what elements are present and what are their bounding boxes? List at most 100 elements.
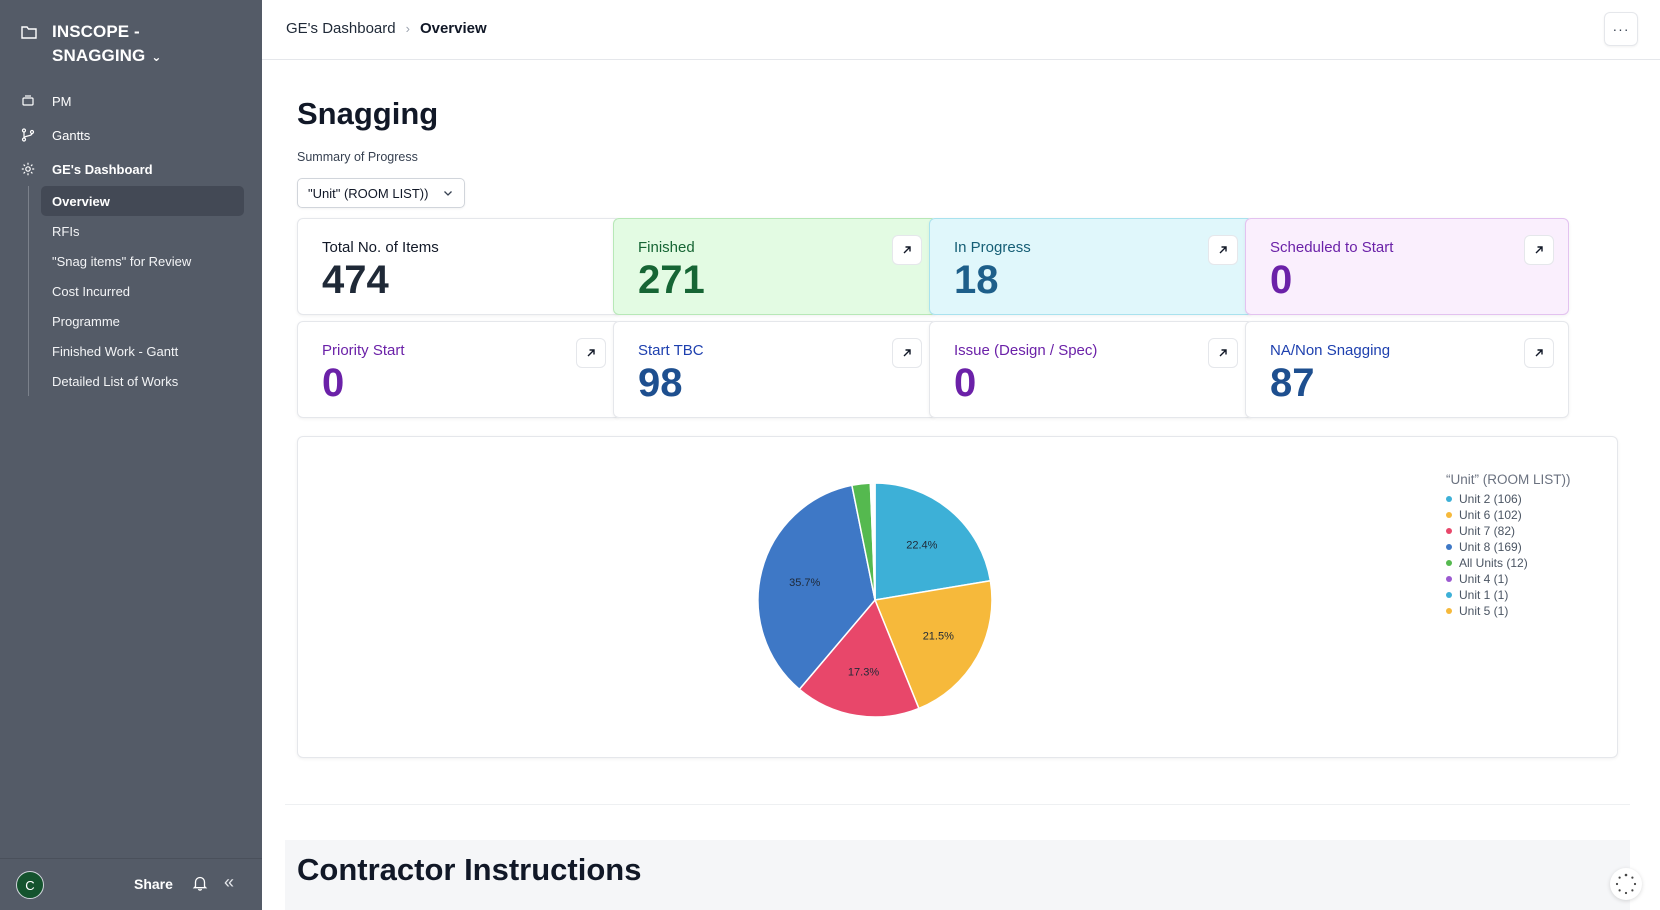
sidebar-item-label: PM (52, 93, 72, 109)
page-title: Snagging (297, 96, 439, 131)
legend-item[interactable]: Unit 6 (102) (1446, 507, 1571, 523)
stat-card-value: 271 (638, 258, 705, 302)
pie-data-label: 22.4% (906, 540, 937, 552)
pie-slice[interactable] (798, 598, 920, 718)
legend-item[interactable]: Unit 1 (1) (1446, 587, 1571, 603)
stat-card: In Progress 18 (929, 218, 1253, 315)
open-arrow-button[interactable] (1524, 338, 1554, 368)
branch-icon (20, 127, 36, 143)
arrow-up-right-icon (1535, 246, 1543, 254)
gear-icon (20, 161, 36, 177)
legend-swatch (1446, 544, 1452, 550)
collapse-sidebar-icon[interactable]: « (224, 872, 235, 892)
legend-label: Unit 6 (102) (1459, 508, 1522, 522)
open-arrow-button[interactable] (892, 235, 922, 265)
chevron-down-icon (444, 191, 452, 196)
section-title: Contractor Instructions (297, 852, 642, 887)
stat-card: Priority Start 0 (297, 321, 621, 418)
chevron-right-icon: › (405, 21, 410, 36)
arrow-up-right-icon (903, 349, 911, 357)
stack-icon (20, 93, 36, 109)
loading-spinner-icon (1610, 868, 1642, 900)
sidebar-item-gantts[interactable]: Gantts (0, 118, 262, 152)
pie-chart: 22.4% 21.5% 17.3% 35.7% (757, 482, 993, 718)
stat-card-value: 18 (954, 258, 999, 302)
stat-card: Start TBC 98 (613, 321, 937, 418)
sidebar-subitem-detailed-list[interactable]: Detailed List of Works (52, 373, 179, 389)
sidebar-subitem-finished-work-gantt[interactable]: Finished Work - Gantt (52, 343, 179, 359)
stat-card: Finished 271 (613, 218, 937, 315)
arrow-up-right-icon (903, 246, 911, 254)
pie-slice[interactable] (757, 484, 876, 691)
bell-icon[interactable] (191, 874, 209, 892)
chevron-down-icon: ⌄ (151, 49, 162, 64)
legend-item[interactable]: Unit 8 (169) (1446, 539, 1571, 555)
legend-label: Unit 4 (1) (1459, 572, 1509, 586)
legend-item[interactable]: Unit 2 (106) (1446, 491, 1571, 507)
legend-label: Unit 5 (1) (1459, 604, 1509, 618)
sidebar-subitem-snag-items-review[interactable]: "Snag items" for Review (52, 253, 192, 269)
workspace-title-line1: INSCOPE - (52, 22, 140, 41)
pie-slice[interactable] (874, 482, 992, 601)
stat-card-value: 474 (322, 258, 389, 302)
stat-card-label: Issue (Design / Spec) (954, 342, 1098, 359)
stat-card-label: Scheduled to Start (1270, 239, 1394, 256)
share-button[interactable]: Share (134, 876, 173, 892)
stat-card-label: Finished (638, 239, 695, 256)
arrow-up-right-icon (1535, 349, 1543, 357)
stat-card-label: NA/Non Snagging (1270, 342, 1391, 359)
legend-swatch (1446, 608, 1452, 614)
legend-item[interactable]: Unit 4 (1) (1446, 571, 1571, 587)
pie-slice[interactable] (872, 482, 876, 601)
arrow-up-right-icon (1219, 246, 1227, 254)
contractor-instructions-section (285, 840, 1630, 910)
topbar: GE's Dashboard › Overview ··· (262, 0, 1660, 60)
legend-title: “Unit” (ROOM LIST)) (1446, 472, 1571, 487)
open-arrow-button[interactable] (892, 338, 922, 368)
stat-card: Total No. of Items 474 (297, 218, 621, 315)
legend-item[interactable]: Unit 7 (82) (1446, 523, 1571, 539)
sidebar-subnav: Overview RFIs "Snag items" for Review Co… (28, 186, 262, 396)
stat-card-value: 98 (638, 361, 683, 405)
open-arrow-button[interactable] (576, 338, 606, 368)
stat-card-label: In Progress (954, 239, 1031, 256)
sidebar-subitem-cost-incurred[interactable]: Cost Incurred (52, 283, 131, 299)
sidebar-item-label: Gantts (52, 127, 91, 143)
legend-swatch (1446, 592, 1452, 598)
legend-item[interactable]: All Units (12) (1446, 555, 1571, 571)
breadcrumb-current: Overview (419, 20, 487, 37)
open-arrow-button[interactable] (1208, 235, 1238, 265)
sidebar-item-label: GE's Dashboard (52, 161, 153, 177)
chart-legend: “Unit” (ROOM LIST)) Unit 2 (106) Unit 6 (… (1446, 472, 1571, 619)
pie-slice[interactable] (873, 579, 993, 710)
stat-card: NA/Non Snagging 87 (1245, 321, 1569, 418)
sidebar-subitem-rfis[interactable]: RFIs (52, 223, 80, 239)
more-options-button[interactable]: ··· (1604, 12, 1638, 46)
page-subtitle: Summary of Progress (297, 150, 418, 164)
stat-card-label: Start TBC (638, 342, 704, 359)
workspace-switcher[interactable]: INSCOPE - SNAGGING ⌄ (20, 20, 162, 69)
avatar[interactable]: C (16, 871, 44, 899)
sidebar-subitem-programme[interactable]: Programme (52, 313, 120, 329)
unit-select[interactable]: "Unit" (ROOM LIST)) (297, 178, 465, 208)
arrow-up-right-icon (587, 349, 595, 357)
legend-item[interactable]: Unit 5 (1) (1446, 603, 1571, 619)
open-arrow-button[interactable] (1524, 235, 1554, 265)
arrow-up-right-icon (1219, 349, 1227, 357)
breadcrumb-parent[interactable]: GE's Dashboard (286, 20, 396, 37)
legend-swatch (1446, 560, 1452, 566)
section-divider (285, 804, 1630, 805)
folder-icon (21, 26, 37, 39)
pie-data-label: 21.5% (923, 630, 954, 642)
stat-card-value: 87 (1270, 361, 1315, 405)
legend-swatch (1446, 512, 1452, 518)
stat-card: Issue (Design / Spec) 0 (929, 321, 1253, 418)
sidebar-nav: PM Gantts GE's Dashboard Overview RFIs "… (0, 84, 262, 396)
sidebar-item-pm[interactable]: PM (0, 84, 262, 118)
select-value: "Unit" (ROOM LIST)) (308, 185, 429, 201)
workspace-title-line2: SNAGGING (52, 46, 146, 65)
sidebar-subitem-overview[interactable]: Overview (41, 186, 244, 216)
sidebar-item-ge-dashboard[interactable]: GE's Dashboard (0, 152, 262, 186)
open-arrow-button[interactable] (1208, 338, 1238, 368)
legend-label: Unit 1 (1) (1459, 588, 1509, 602)
